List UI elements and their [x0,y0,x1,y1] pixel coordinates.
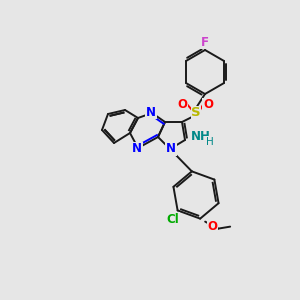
Text: N: N [166,142,176,155]
Text: S: S [191,106,201,119]
Text: F: F [201,35,209,49]
Text: O: O [203,98,213,112]
Text: N: N [146,106,156,118]
Text: N: N [132,142,142,155]
Text: NH: NH [191,130,211,142]
Text: H: H [206,137,214,147]
Text: O: O [207,220,217,233]
Text: Cl: Cl [166,213,179,226]
Text: O: O [177,98,187,112]
